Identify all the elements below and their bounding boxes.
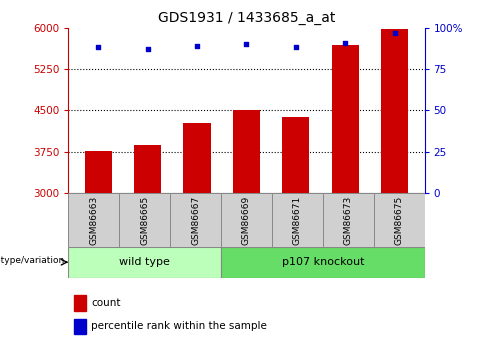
Point (94, 45, 102, 50)
Point (391, 30, 399, 35)
Bar (134, 145, 161, 193)
Text: GSM86671: GSM86671 (293, 195, 302, 245)
Text: wild type: wild type (119, 257, 170, 267)
Title: GDS1931 / 1433685_a_at: GDS1931 / 1433685_a_at (158, 11, 335, 25)
Text: percentile rank within the sample: percentile rank within the sample (91, 322, 267, 331)
Text: GSM86663: GSM86663 (89, 195, 98, 245)
Bar (84, 151, 112, 193)
Bar (68, 193, 119, 247)
Bar (221, 247, 425, 278)
Bar (282, 117, 309, 193)
Point (243, 41, 250, 47)
Text: genotype/variation: genotype/variation (0, 256, 65, 265)
Bar (374, 193, 425, 247)
Bar (233, 110, 260, 193)
Bar (323, 193, 374, 247)
Bar (221, 193, 272, 247)
Bar (332, 45, 359, 193)
Point (292, 45, 300, 50)
Point (143, 46, 151, 52)
Text: GSM86673: GSM86673 (344, 195, 353, 245)
Text: GSM86665: GSM86665 (140, 195, 149, 245)
Text: GSM86669: GSM86669 (242, 195, 251, 245)
Bar (68, 247, 221, 278)
Bar (381, 29, 408, 193)
Bar (272, 193, 323, 247)
Text: count: count (91, 298, 121, 308)
Text: GSM86675: GSM86675 (395, 195, 404, 245)
Point (342, 40, 349, 45)
Bar (119, 193, 170, 247)
Bar (74, 319, 86, 334)
Text: GSM86667: GSM86667 (191, 195, 200, 245)
Point (193, 43, 201, 49)
Bar (74, 295, 86, 311)
Bar (183, 123, 211, 193)
Text: p107 knockout: p107 knockout (282, 257, 364, 267)
Bar (170, 193, 221, 247)
